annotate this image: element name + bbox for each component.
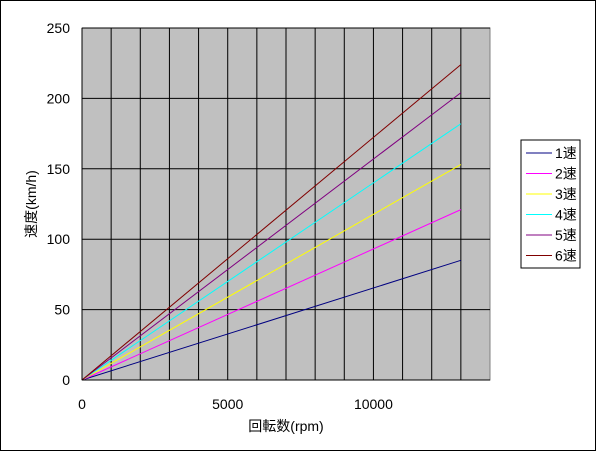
y-tick-label: 200 [47, 90, 71, 106]
x-axis-title: 回転数(rpm) [248, 418, 323, 434]
legend-label-4: 4速 [555, 207, 577, 223]
y-tick-label: 250 [47, 20, 71, 36]
series-line-5 [81, 92, 462, 381]
x-tick-label: 0 [78, 396, 86, 412]
legend-label-3: 3速 [555, 186, 577, 202]
y-axis-title: 速度(km/h) [23, 170, 39, 238]
series-line-3 [81, 164, 462, 381]
x-tick-label: 5000 [212, 396, 243, 412]
x-tick-label: 10000 [354, 396, 393, 412]
legend-label-5: 5速 [555, 227, 577, 243]
y-tick-label: 150 [47, 161, 71, 177]
gridlines [82, 27, 490, 380]
series-line-1 [81, 259, 462, 381]
legend-label-6: 6速 [555, 248, 577, 264]
y-tick-label: 100 [47, 231, 71, 247]
axes [81, 28, 490, 381]
y-tick-label: 50 [54, 302, 70, 318]
series-line-2 [81, 209, 462, 381]
legend: 1速 2速 3速 4速 5速 6速 [520, 139, 581, 269]
series-line-6 [81, 64, 462, 381]
tick-labels: 0 50 100 150 200 250 0 5000 10000 [47, 20, 393, 412]
series-lines [81, 64, 462, 381]
series-line-4 [81, 123, 462, 381]
y-tick-label: 0 [62, 372, 70, 388]
legend-box [520, 139, 581, 269]
legend-label-1: 1速 [555, 145, 577, 161]
legend-label-2: 2速 [555, 166, 577, 182]
